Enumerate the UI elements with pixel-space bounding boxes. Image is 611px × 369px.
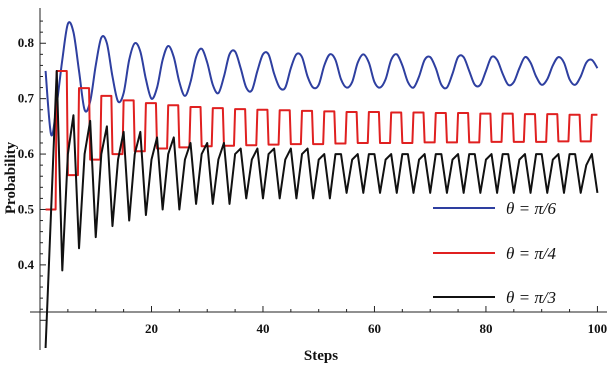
y-tick-label: 0.8 xyxy=(18,35,35,50)
legend-label-3: θ = π/3 xyxy=(506,288,556,307)
y-tick-label: 0.6 xyxy=(18,146,35,161)
y-tick-label: 0.7 xyxy=(18,91,35,106)
series-line-2 xyxy=(45,69,598,211)
x-tick-label: 100 xyxy=(588,321,608,336)
legend-label-1: θ = π/6 xyxy=(506,199,557,218)
series-line-1 xyxy=(44,21,599,137)
x-tick-label: 40 xyxy=(256,321,269,336)
series-line-3 xyxy=(44,69,599,349)
series-layer xyxy=(44,21,599,349)
x-tick-label: 60 xyxy=(368,321,381,336)
axes: 0.4 0.5 0.6 0.7 0.8 20 40 60 80 100 xyxy=(18,8,607,350)
legend-label-2: θ = π/4 xyxy=(506,244,557,263)
x-tick-label: 20 xyxy=(145,321,158,336)
legend: θ = π/6 θ = π/4 θ = π/3 xyxy=(433,199,557,307)
x-tick-label: 80 xyxy=(479,321,492,336)
x-axis-title: Steps xyxy=(304,348,338,364)
y-axis-title: Probability xyxy=(3,141,19,214)
y-tick-label: 0.5 xyxy=(18,201,35,216)
y-tick-label: 0.4 xyxy=(18,257,35,272)
